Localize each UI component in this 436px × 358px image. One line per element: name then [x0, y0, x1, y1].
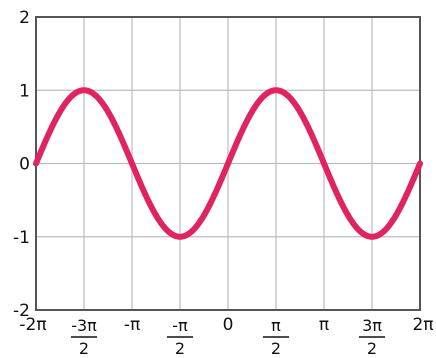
y-tick-labels: 2 1 0 -1 -2: [13, 8, 30, 321]
x-tick-label-denominator: 2: [79, 339, 89, 358]
x-tick-label-denominator: 2: [271, 339, 281, 358]
x-tick-label: π: [319, 315, 329, 335]
x-tick-label: 0: [223, 315, 234, 335]
x-tick-label-denominator: 2: [367, 339, 377, 358]
x-tick-label-numerator: -π: [172, 316, 188, 335]
y-tick-label: 0: [19, 155, 30, 175]
sine-curve: [33, 87, 423, 240]
y-tick-label: 2: [19, 8, 30, 28]
x-tick-label-numerator: -3π: [71, 316, 97, 335]
y-tick-label: 1: [19, 81, 30, 101]
x-tick-label-numerator: 3π: [362, 316, 382, 335]
x-tick-label: 2π: [412, 315, 433, 335]
x-tick-label-denominator: 2: [175, 339, 185, 358]
y-tick-label: -1: [13, 228, 30, 248]
x-tick-label: -2π: [19, 315, 46, 335]
y-tick-label: -2: [13, 301, 30, 321]
x-tick-label: -π: [124, 315, 140, 335]
x-tick-label-numerator: π: [271, 316, 281, 335]
